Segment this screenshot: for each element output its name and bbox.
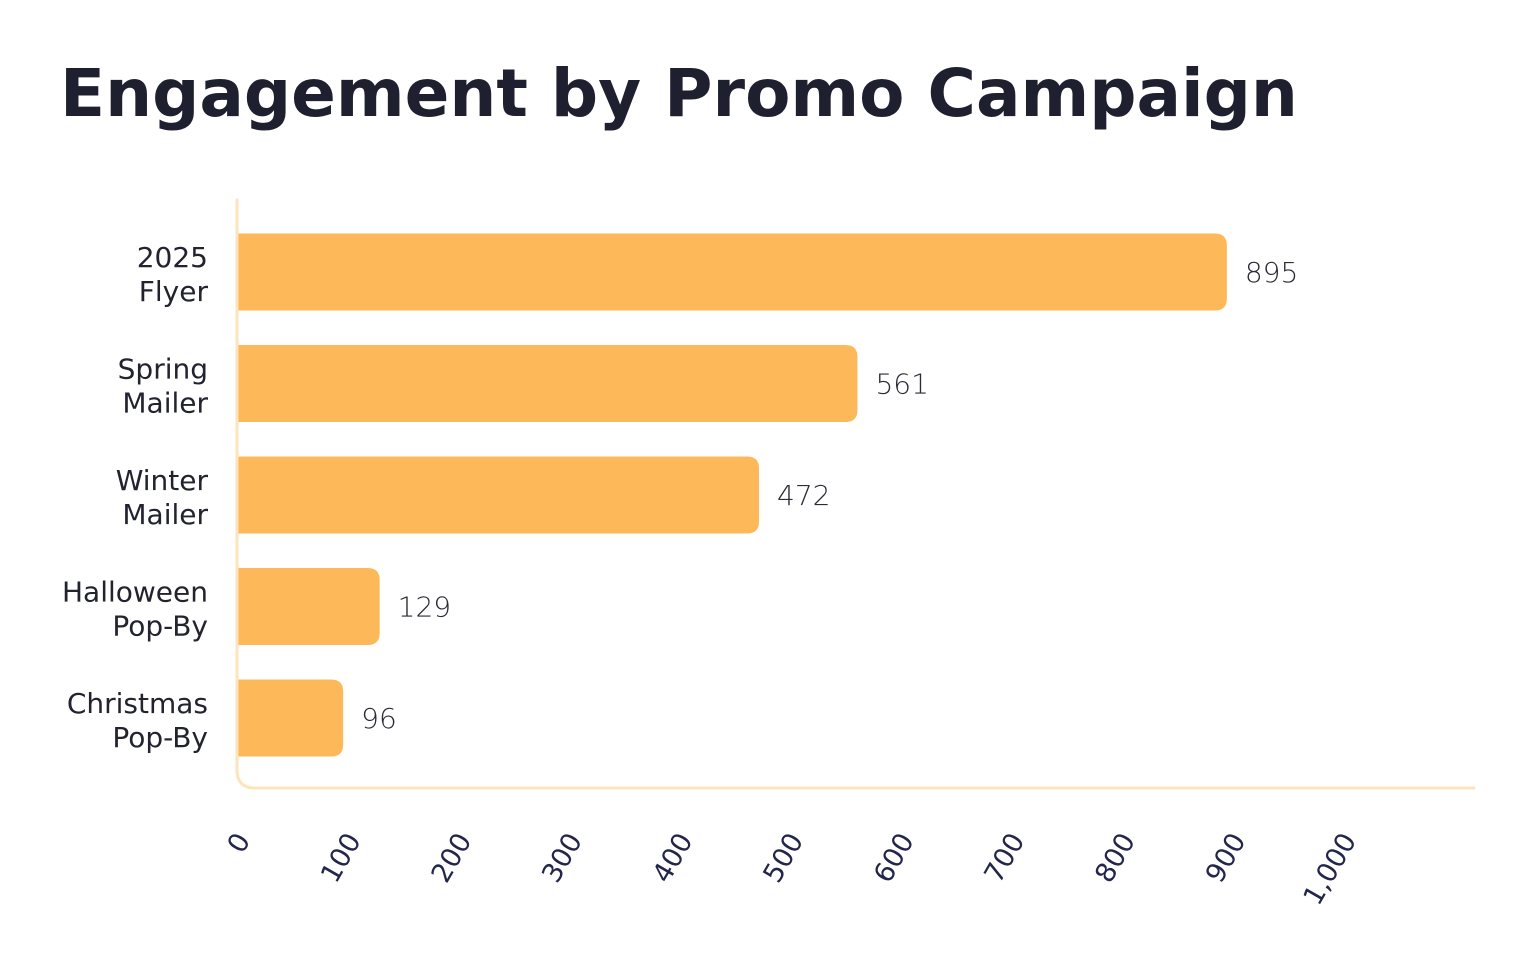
category-label: Spring Mailer xyxy=(118,353,209,420)
bar-value-label: 561 xyxy=(875,368,928,401)
bar xyxy=(237,456,760,534)
bar-value-label: 96 xyxy=(361,702,397,735)
x-tick-label: 100 xyxy=(315,828,368,888)
bar-value-label: 895 xyxy=(1245,256,1298,289)
category-label: Christmas Pop-By xyxy=(67,687,208,754)
bars-layer xyxy=(237,233,1227,757)
bar xyxy=(237,679,344,757)
category-label: Winter Mailer xyxy=(116,464,209,531)
x-tick-label: 900 xyxy=(1200,828,1253,888)
x-axis-tick-labels: 0 100 200 300 400 500 600 700 800 900 1,000 xyxy=(222,828,1363,910)
x-tick-label: 600 xyxy=(868,828,921,888)
x-tick-label: 300 xyxy=(536,828,589,888)
x-tick-label: 1,000 xyxy=(1298,828,1363,910)
value-labels: 895 561 472 129 96 xyxy=(361,256,1298,735)
axis-line xyxy=(235,198,1476,790)
bar xyxy=(237,233,1227,311)
category-label: 2025 Flyer xyxy=(137,241,209,308)
bar xyxy=(237,568,380,645)
category-label: Halloween Pop-By xyxy=(62,576,208,643)
axis-layer xyxy=(235,198,1476,790)
x-tick-label: 700 xyxy=(979,828,1032,888)
category-labels: 2025 Flyer Spring Mailer Winter Mailer Hallowe… xyxy=(62,241,209,754)
bar xyxy=(237,345,858,422)
x-tick-label: 200 xyxy=(426,828,479,888)
x-tick-label: 0 xyxy=(222,828,257,858)
chart-title: Engagement by Promo Campaign xyxy=(60,55,1298,132)
x-tick-label: 400 xyxy=(647,828,700,888)
x-tick-label: 500 xyxy=(757,828,810,888)
bar-value-label: 472 xyxy=(777,479,830,512)
x-tick-label: 800 xyxy=(1089,828,1142,888)
bar-value-label: 129 xyxy=(398,591,451,624)
